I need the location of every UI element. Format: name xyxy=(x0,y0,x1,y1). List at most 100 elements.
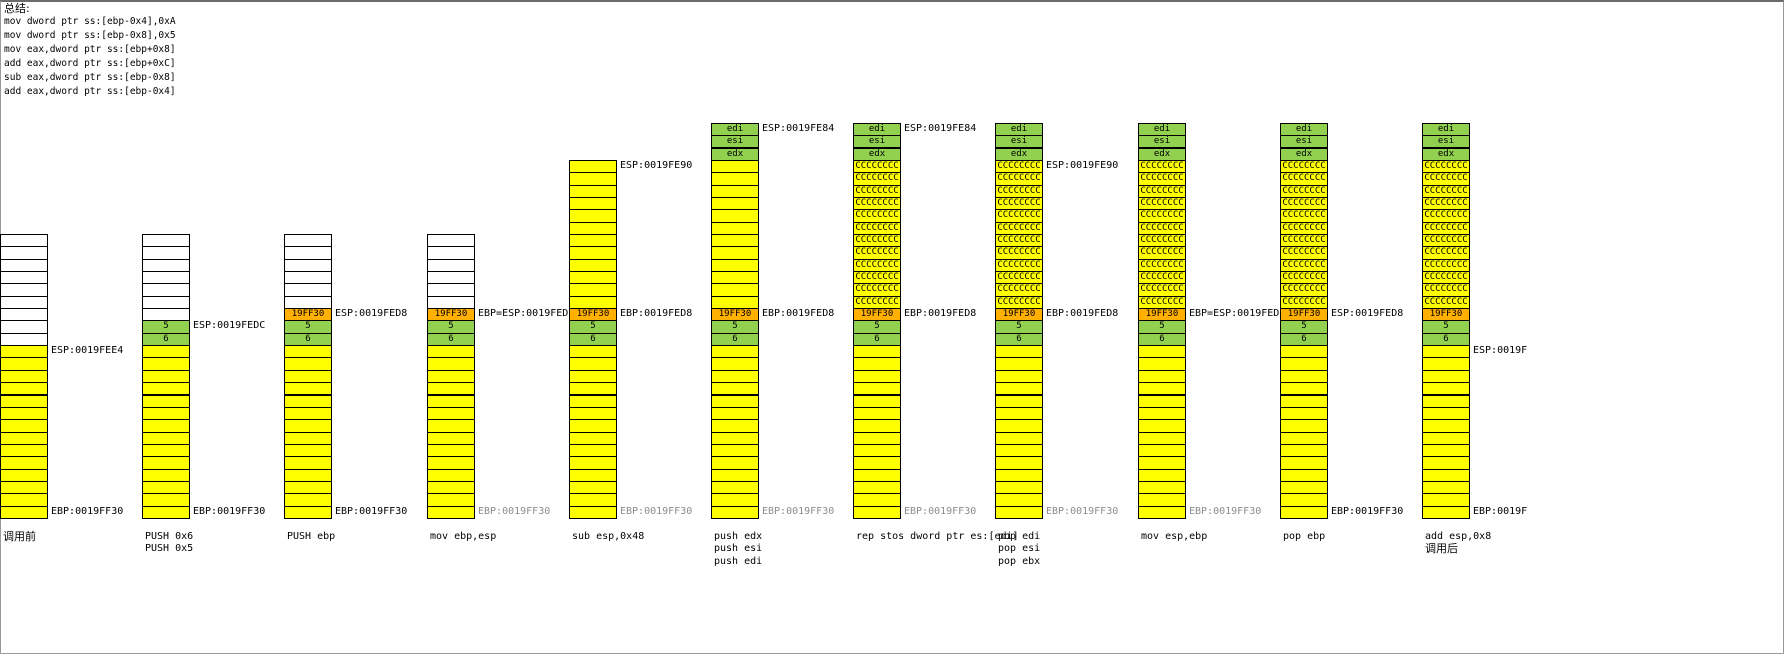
stack-cell: CCCCCCCC xyxy=(995,196,1043,211)
stack-cell xyxy=(569,233,617,248)
stack-cell xyxy=(427,345,475,359)
stack-cell xyxy=(1280,443,1328,458)
stack-cell xyxy=(284,345,332,359)
stack-cell xyxy=(853,493,901,507)
stack-cell xyxy=(853,456,901,470)
stack-cell xyxy=(284,369,332,384)
stack-cell xyxy=(1422,505,1470,519)
stack-cell: edx xyxy=(1138,147,1186,161)
stack-cell: esi xyxy=(853,135,901,149)
stack-cell: 19FF30 xyxy=(995,308,1043,322)
stack-cell: 19FF30 xyxy=(1138,308,1186,322)
stack-cell xyxy=(569,382,617,396)
stack-cell: CCCCCCCC xyxy=(995,271,1043,285)
stack-cell xyxy=(284,283,332,297)
stack-cell: 19FF30 xyxy=(1422,308,1470,322)
stack-cell xyxy=(1138,345,1186,359)
register-pointer-label: EBP:0019FF30 xyxy=(478,505,551,517)
stack-cell: esi xyxy=(995,135,1043,149)
register-pointer-label: EBP:0019F xyxy=(1473,505,1528,517)
stack-cell xyxy=(284,505,332,519)
stack-cell: CCCCCCCC xyxy=(1280,172,1328,186)
stack-cell: CCCCCCCC xyxy=(1422,209,1470,223)
stack-cell xyxy=(427,493,475,507)
register-pointer-label: EBP:0019FED8 xyxy=(1046,308,1119,320)
stack-cell xyxy=(711,369,759,384)
stack-cell: 6 xyxy=(1280,332,1328,347)
instruction-caption: pop ebx xyxy=(998,555,1041,567)
stack-cell xyxy=(142,295,190,310)
stack-cell xyxy=(853,505,901,519)
stack-cell: CCCCCCCC xyxy=(1280,221,1328,235)
register-pointer-label: EBP=ESP:0019FED8 xyxy=(1189,308,1286,320)
stack-cell xyxy=(1138,480,1186,495)
stack-cell xyxy=(1138,394,1186,408)
stack-cell xyxy=(1138,406,1186,421)
stack-cell xyxy=(1280,505,1328,519)
stack-cell xyxy=(569,357,617,371)
stack-cell: CCCCCCCC xyxy=(1138,172,1186,186)
register-pointer-label: EBP:0019FF30 xyxy=(762,505,835,517)
stack-cell xyxy=(142,369,190,384)
stack-cell xyxy=(569,456,617,470)
instruction-caption: rep stos dword ptr es:[edi] xyxy=(856,531,1019,542)
stack-cell xyxy=(1280,419,1328,433)
instruction-caption: pop edi xyxy=(998,531,1041,542)
stack-cell xyxy=(711,456,759,470)
stack-cell xyxy=(427,357,475,371)
stack-cell: 6 xyxy=(711,332,759,347)
instruction-caption: 调用前 xyxy=(3,530,36,543)
stack-cell xyxy=(1280,394,1328,408)
stack-cell: CCCCCCCC xyxy=(1422,196,1470,211)
stack-cell xyxy=(711,406,759,421)
register-pointer-label: EBP:0019FED8 xyxy=(904,308,977,320)
register-pointer-label: EBP:0019FF30 xyxy=(51,505,124,517)
stack-cell xyxy=(995,419,1043,433)
stack-cell xyxy=(0,357,48,371)
stack-cell xyxy=(853,406,901,421)
stack-cell xyxy=(711,431,759,445)
stack-cell: CCCCCCCC xyxy=(1422,172,1470,186)
stack-cell xyxy=(711,209,759,223)
stack-cell: CCCCCCCC xyxy=(853,233,901,248)
stack-cell xyxy=(427,468,475,482)
register-pointer-label: EBP:0019FF30 xyxy=(1189,505,1262,517)
stack-cell xyxy=(284,394,332,408)
stack-cell xyxy=(995,431,1043,445)
stack-cell: CCCCCCCC xyxy=(1422,271,1470,285)
stack-cell xyxy=(711,172,759,186)
stack-cell: CCCCCCCC xyxy=(995,295,1043,310)
stack-cell xyxy=(284,406,332,421)
stack-cell xyxy=(853,468,901,482)
summary-code-line: add eax,dword ptr ss:[ebp-0x4] xyxy=(4,86,176,97)
register-pointer-label: ESP:0019FEDC xyxy=(193,320,266,332)
stack-cell xyxy=(284,431,332,445)
stack-cell xyxy=(711,505,759,519)
stack-cell xyxy=(0,271,48,285)
summary-code-line: mov dword ptr ss:[ebp-0x8],0x5 xyxy=(4,30,176,41)
stack-cell xyxy=(1280,382,1328,396)
stack-cell: 5 xyxy=(711,320,759,334)
register-pointer-label: ESP:0019FE90 xyxy=(620,159,693,171)
stack-cell: 6 xyxy=(142,332,190,347)
stack-cell: edi xyxy=(1138,122,1186,137)
stack-cell xyxy=(569,369,617,384)
stack-cell xyxy=(853,357,901,371)
stack-cell xyxy=(0,246,48,260)
stack-cell xyxy=(711,159,759,174)
stack-cell xyxy=(1280,456,1328,470)
stack-cell xyxy=(284,258,332,272)
stack-cell: edx xyxy=(995,147,1043,161)
stack-cell: edi xyxy=(995,122,1043,137)
stack-cell: 19FF30 xyxy=(569,308,617,322)
register-pointer-label: ESP:0019F xyxy=(1473,345,1528,357)
stack-cell: CCCCCCCC xyxy=(1138,159,1186,174)
stack-cell xyxy=(853,431,901,445)
stack-cell: 5 xyxy=(284,320,332,334)
instruction-caption: pop esi xyxy=(998,543,1041,555)
stack-cell: CCCCCCCC xyxy=(1138,271,1186,285)
stack-cell: CCCCCCCC xyxy=(1280,295,1328,310)
stack-cell: edi xyxy=(1280,122,1328,137)
stack-cell xyxy=(0,369,48,384)
stack-cell xyxy=(427,406,475,421)
